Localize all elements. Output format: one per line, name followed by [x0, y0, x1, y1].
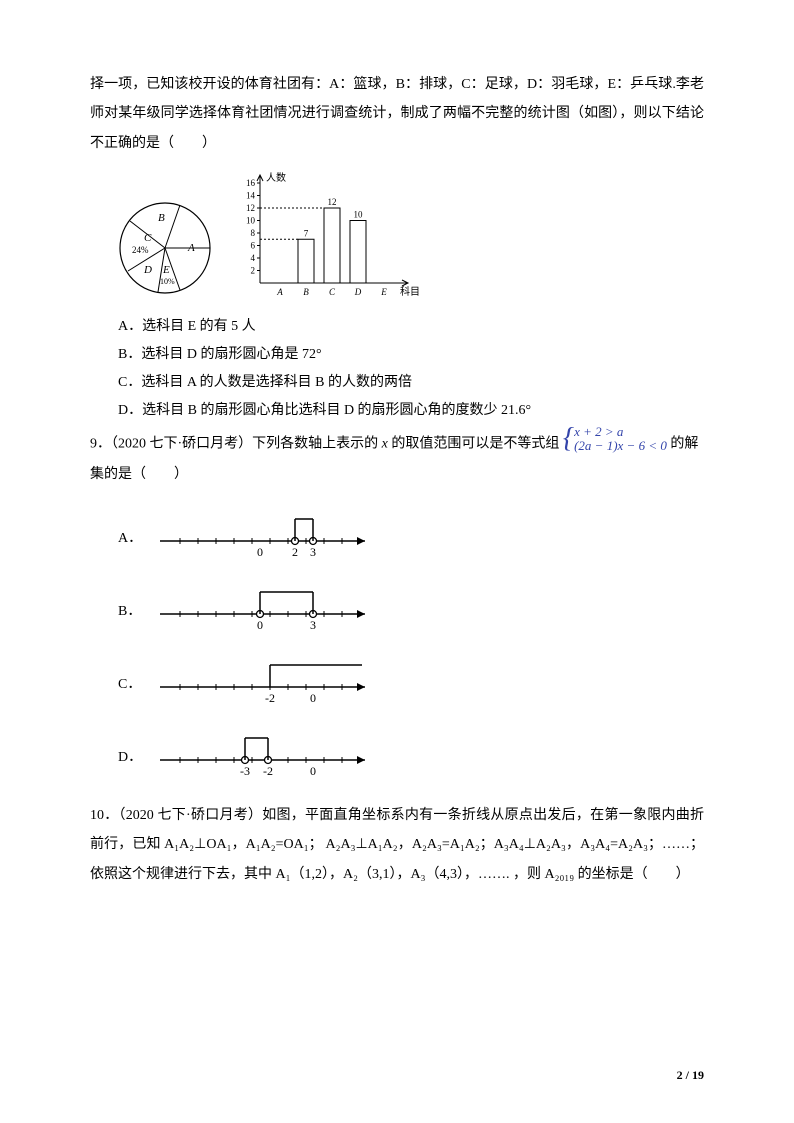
- svg-text:E: E: [380, 287, 387, 297]
- q9-option-C: C． -2 0: [118, 655, 704, 710]
- q9-label-A: A．: [118, 527, 150, 547]
- svg-text:12: 12: [246, 203, 255, 213]
- svg-text:12: 12: [328, 197, 337, 207]
- svg-text:D: D: [354, 287, 362, 297]
- svg-text:3: 3: [310, 545, 316, 559]
- svg-text:16: 16: [246, 178, 256, 188]
- svg-text:B: B: [303, 287, 309, 297]
- q8-option-D: D．选科目 B 的扇形圆心角比选科目 D 的扇形圆心角的度数少 21.6°: [118, 397, 704, 425]
- pie-label-C: C: [144, 232, 152, 244]
- q8-option-B: B．选科目 D 的扇形圆心角是 72°: [118, 341, 704, 369]
- svg-text:10: 10: [246, 216, 256, 226]
- brace-icon: {: [563, 425, 574, 453]
- svg-text:4: 4: [251, 253, 256, 263]
- svg-text:科目: 科目: [400, 285, 420, 298]
- svg-text:A: A: [276, 287, 283, 297]
- q8-stem: 择一项，已知该校开设的体育社团有：A：篮球，B：排球，C：足球，D：羽毛球，E：…: [90, 70, 704, 158]
- numberline-D: -3 -2 0: [150, 728, 380, 783]
- svg-text:2: 2: [251, 266, 256, 276]
- svg-text:-2: -2: [265, 691, 275, 705]
- pie-label-E: E: [162, 264, 170, 276]
- q10-stem: 10．（2020 七下·硚口月考）如图，平面直角坐标系内有一条折线从原点出发后，…: [90, 801, 704, 889]
- bar-chart: 2 4 6 8 10 12 14 16 人数 A 7 B 12 C 10 D E 科目: [230, 163, 420, 303]
- svg-text:0: 0: [310, 764, 316, 778]
- pie-label-D: D: [143, 264, 152, 276]
- q9-label-D: D．: [118, 746, 150, 766]
- svg-text:-2: -2: [263, 764, 273, 778]
- q9-option-B: B． 03: [118, 582, 704, 637]
- page-footer: 2 / 19: [677, 1068, 704, 1083]
- numberline-C: -2 0: [150, 655, 380, 710]
- pie-pct-C: 24%: [132, 245, 149, 255]
- q9-sys1: x + 2 > a: [574, 425, 667, 439]
- svg-text:2: 2: [292, 545, 298, 559]
- svg-text:C: C: [329, 287, 336, 297]
- q9-label-C: C．: [118, 673, 150, 693]
- svg-text:8: 8: [251, 228, 256, 238]
- svg-text:0: 0: [257, 618, 263, 632]
- pie-label-A: A: [187, 242, 195, 254]
- q9-label-B: B．: [118, 600, 150, 620]
- svg-text:6: 6: [251, 241, 256, 251]
- q8-option-C: C．选科目 A 的人数是选择科目 B 的人数的两倍: [118, 369, 704, 397]
- q9-option-D: D． -3 -2 0: [118, 728, 704, 783]
- q9-option-A: A． 0 23: [118, 509, 704, 564]
- q9-stem-a: 9．（2020 七下·硚口月考）下列各数轴上表示的: [90, 436, 382, 451]
- pie-pct-E: 10%: [160, 277, 175, 286]
- svg-text:3: 3: [310, 618, 316, 632]
- svg-text:0: 0: [257, 545, 263, 559]
- pie-chart: A B C 24% D E 10%: [110, 193, 220, 303]
- q9-stem-b: 的取值范围可以是不等式组: [388, 436, 563, 451]
- pie-label-B: B: [158, 212, 165, 224]
- numberline-A: 0 23: [150, 509, 380, 564]
- svg-text:14: 14: [246, 191, 256, 201]
- q9-system: { x + 2 > a (2a − 1)x − 6 < 0: [563, 425, 667, 454]
- q8-figure-row: A B C 24% D E 10% 2 4 6 8 10 12 14 16 人数 A 7 B 12 C 10…: [110, 163, 704, 303]
- svg-text:0: 0: [310, 691, 316, 705]
- page-sep: /: [683, 1068, 692, 1082]
- svg-text:7: 7: [304, 228, 309, 238]
- q9-sys2: (2a − 1)x − 6 < 0: [574, 439, 667, 453]
- svg-text:-3: -3: [240, 764, 250, 778]
- q9-stem: 9．（2020 七下·硚口月考）下列各数轴上表示的 x 的取值范围可以是不等式组…: [90, 425, 704, 491]
- q8-option-A: A．选科目 E 的有 5 人: [118, 313, 704, 341]
- page-total: 19: [692, 1068, 704, 1082]
- svg-text:10: 10: [354, 210, 364, 220]
- page: 择一项，已知该校开设的体育社团有：A：篮球，B：排球，C：足球，D：羽毛球，E：…: [0, 0, 794, 1123]
- numberline-B: 03: [150, 582, 380, 637]
- svg-text:人数: 人数: [266, 171, 286, 184]
